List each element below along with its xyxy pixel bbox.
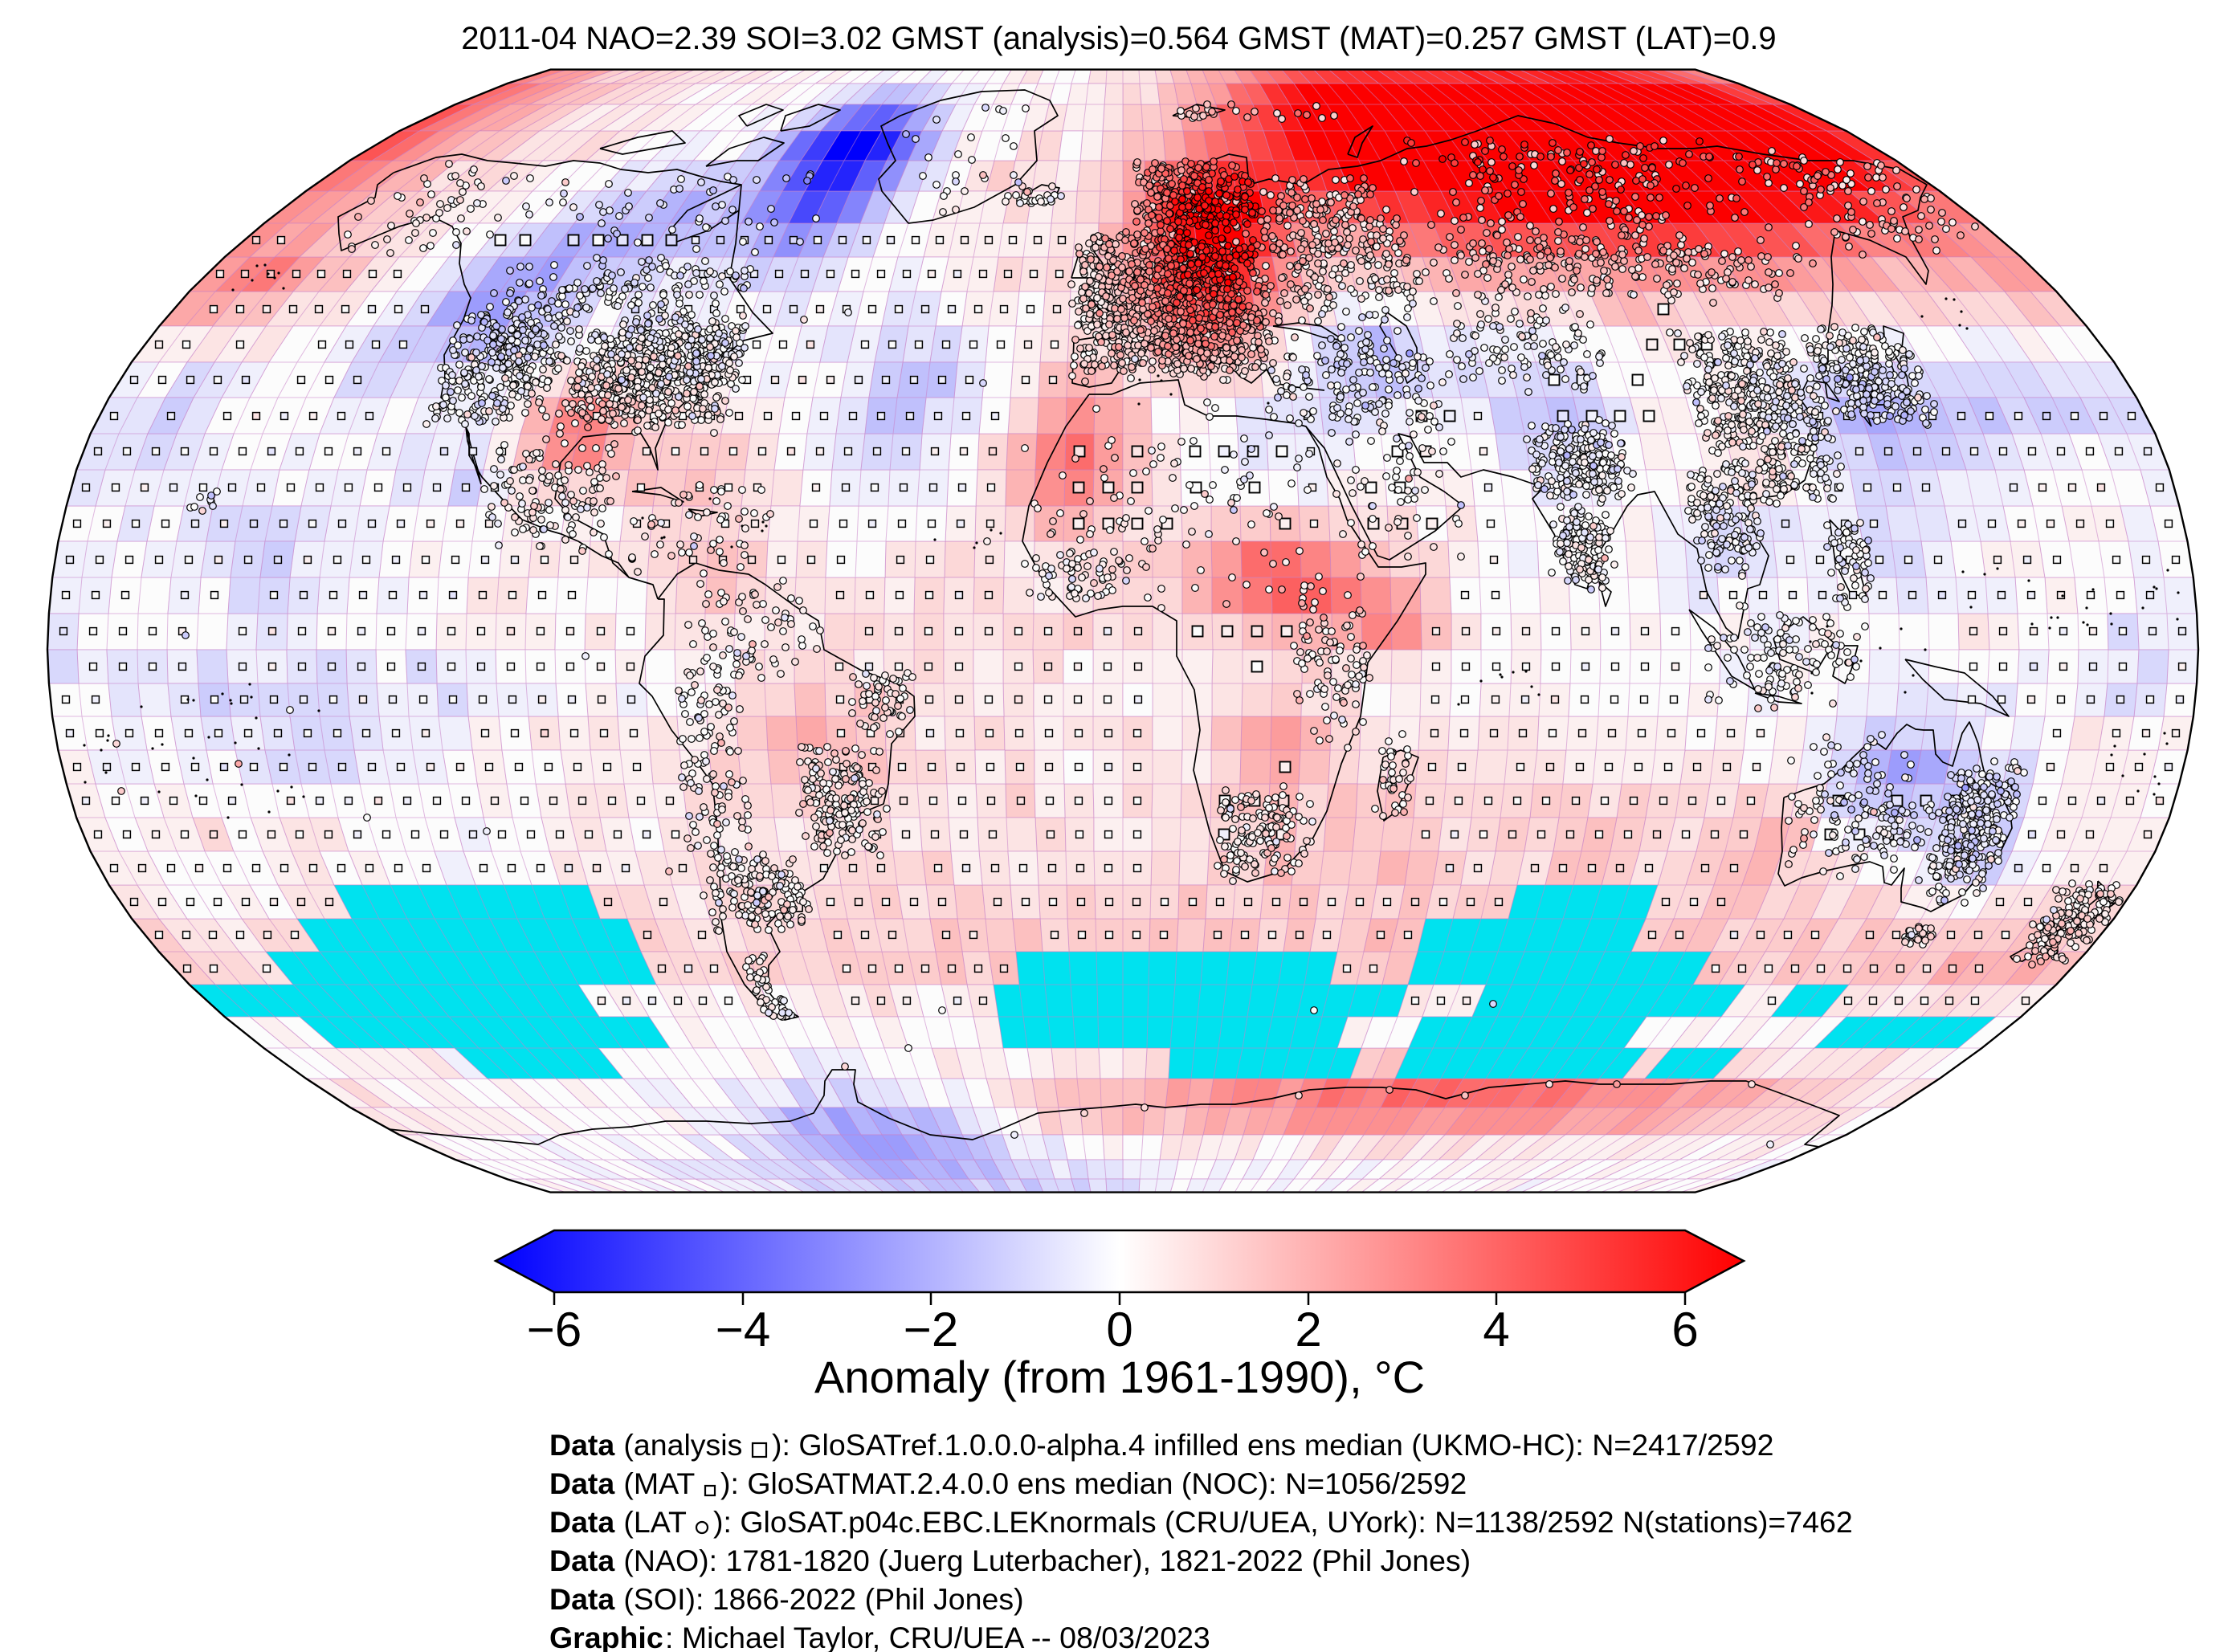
svg-text:(analysis: (analysis [615,1428,751,1462]
svg-text:: Michael Taylor, CRU/UEA -- 0: : Michael Taylor, CRU/UEA -- 08/03/2023 [665,1621,1210,1652]
svg-text:(LAT: (LAT [615,1505,695,1539]
svg-text:Data: Data [549,1466,615,1500]
svg-text:−4: −4 [716,1303,770,1356]
svg-text:Data: Data [549,1505,615,1539]
svg-text:): GloSATref.1.0.0.0-alpha.4 i: ): GloSATref.1.0.0.0-alpha.4 infilled en… [772,1428,1773,1462]
svg-text:(SOI): 1866-2022 (Phil Jones): (SOI): 1866-2022 (Phil Jones) [615,1582,1024,1616]
svg-text:Graphic: Graphic [549,1621,663,1652]
svg-text:0: 0 [1106,1303,1132,1356]
svg-text:): GloSATMAT.2.4.0.0 ens media: ): GloSATMAT.2.4.0.0 ens median (NOC): N… [720,1466,1467,1500]
svg-text:2011-04 NAO=2.39 SOI=3.02 GMST: 2011-04 NAO=2.39 SOI=3.02 GMST (analysis… [461,21,1776,56]
svg-text:Data: Data [549,1582,615,1616]
svg-text:6: 6 [1671,1303,1698,1356]
svg-text:−2: −2 [904,1303,958,1356]
svg-text:): GloSAT.p04c.EBC.LEKnormals: ): GloSAT.p04c.EBC.LEKnormals (CRU/UEA, … [713,1505,1853,1539]
svg-text:−6: −6 [527,1303,582,1356]
svg-text:Data: Data [549,1428,615,1462]
svg-text:(NAO): 1781-1820 (Juerg Luterb: (NAO): 1781-1820 (Juerg Luterbacher), 18… [615,1544,1471,1577]
svg-text:4: 4 [1483,1303,1509,1356]
svg-text:Anomaly (from 1961-1990), °C: Anomaly (from 1961-1990), °C [814,1352,1425,1402]
svg-text:Data: Data [549,1544,615,1577]
svg-text:(MAT: (MAT [615,1466,704,1500]
svg-text:2: 2 [1295,1303,1321,1356]
